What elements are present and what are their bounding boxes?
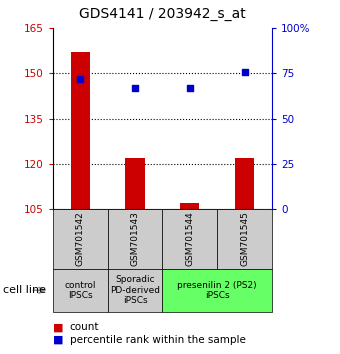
Point bbox=[78, 76, 83, 82]
Point bbox=[187, 85, 192, 91]
Text: count: count bbox=[70, 322, 99, 332]
Text: percentile rank within the sample: percentile rank within the sample bbox=[70, 335, 245, 345]
Text: presenilin 2 (PS2)
iPSCs: presenilin 2 (PS2) iPSCs bbox=[177, 281, 257, 300]
Bar bbox=[217, 209, 272, 269]
Text: ■: ■ bbox=[53, 335, 63, 345]
Text: GDS4141 / 203942_s_at: GDS4141 / 203942_s_at bbox=[79, 7, 246, 21]
Bar bbox=[125, 158, 144, 209]
Point bbox=[132, 85, 138, 91]
Bar bbox=[107, 269, 163, 312]
Text: GSM701544: GSM701544 bbox=[185, 212, 194, 266]
Text: GSM701543: GSM701543 bbox=[131, 211, 139, 267]
Bar bbox=[163, 269, 272, 312]
Bar bbox=[107, 209, 163, 269]
Text: GSM701542: GSM701542 bbox=[75, 212, 85, 266]
Bar bbox=[180, 203, 199, 209]
Text: GSM701545: GSM701545 bbox=[240, 211, 249, 267]
Bar bbox=[53, 209, 107, 269]
Text: Sporadic
PD-derived
iPSCs: Sporadic PD-derived iPSCs bbox=[110, 275, 160, 305]
Text: cell line: cell line bbox=[3, 285, 46, 295]
Bar bbox=[235, 158, 254, 209]
Point bbox=[242, 69, 247, 74]
Bar bbox=[163, 209, 217, 269]
Text: ■: ■ bbox=[53, 322, 63, 332]
Text: control
IPSCs: control IPSCs bbox=[64, 281, 96, 300]
Bar bbox=[53, 269, 107, 312]
Bar bbox=[70, 52, 90, 209]
